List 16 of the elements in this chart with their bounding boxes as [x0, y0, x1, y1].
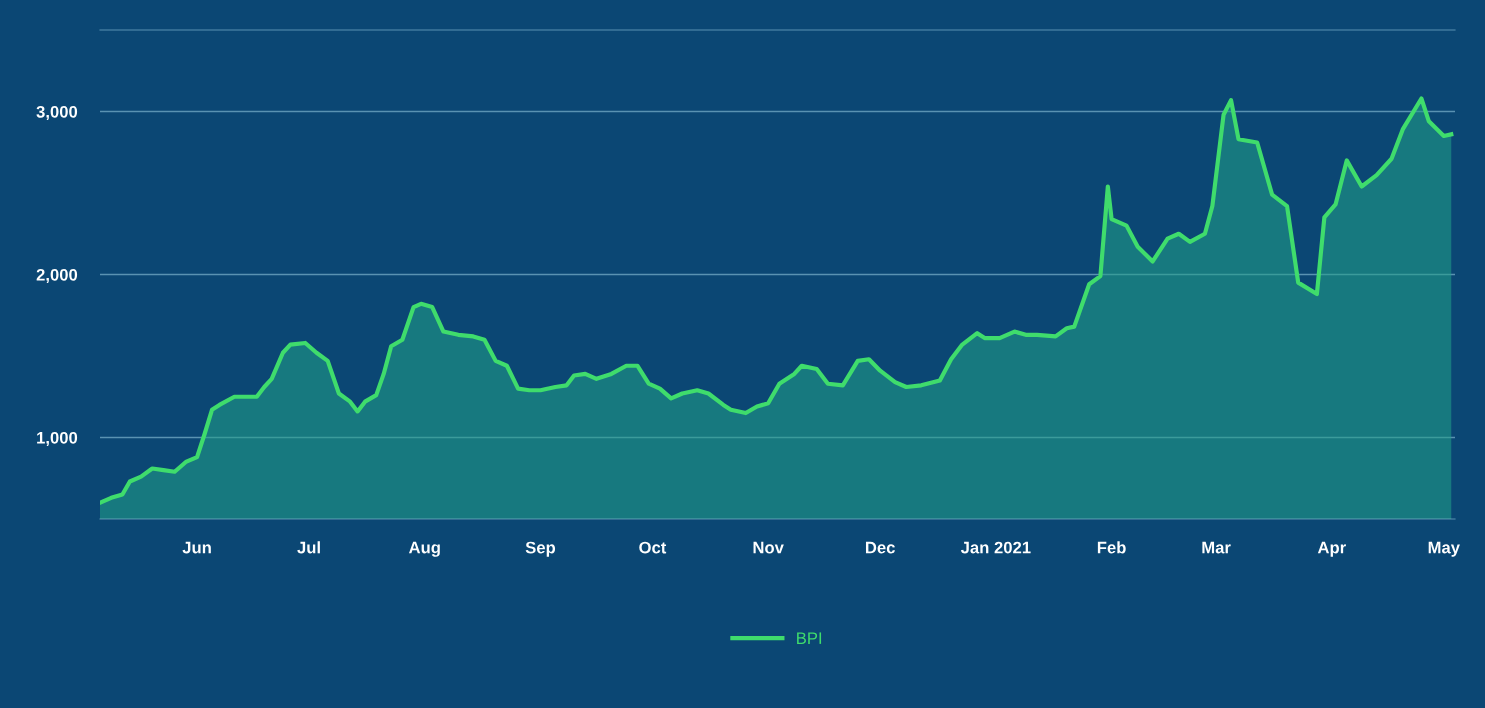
x-tick-label: Feb: [1097, 541, 1126, 554]
x-tick-label: Jan 2021: [960, 541, 1031, 554]
x-tick-label: May: [1428, 541, 1460, 557]
x-tick-label: Dec: [865, 541, 895, 554]
y-tick-label: 3,000: [36, 105, 78, 121]
x-tick-label: Nov: [753, 541, 784, 554]
x-tick-label: Sep: [525, 541, 556, 557]
x-tick-label: Aug: [408, 541, 440, 557]
x-tick-label: Jun: [182, 541, 211, 554]
x-tick-label: Jul: [297, 541, 320, 554]
y-tick-label: 2,000: [36, 268, 78, 284]
x-tick-label: Mar: [1202, 541, 1231, 554]
x-tick-label: Apr: [1317, 541, 1346, 557]
y-tick-label: 1,000: [37, 431, 78, 447]
x-tick-label: Oct: [639, 541, 667, 554]
legend-label: BPI: [797, 632, 822, 644]
